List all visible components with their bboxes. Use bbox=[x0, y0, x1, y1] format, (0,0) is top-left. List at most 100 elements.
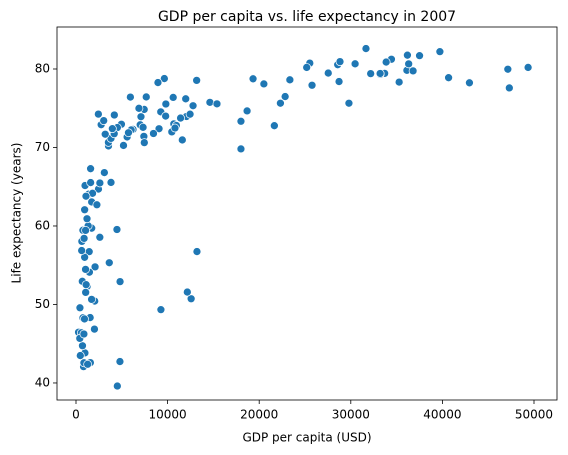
point bbox=[415, 51, 424, 61]
point bbox=[186, 294, 196, 304]
point bbox=[444, 73, 453, 83]
point bbox=[81, 226, 90, 235]
x-tick-label: 40000 bbox=[423, 408, 461, 422]
point bbox=[112, 381, 122, 391]
point bbox=[350, 59, 360, 69]
point bbox=[138, 122, 148, 132]
point bbox=[334, 77, 344, 86]
point bbox=[115, 277, 125, 286]
point bbox=[81, 288, 91, 297]
point bbox=[307, 80, 317, 90]
point bbox=[119, 141, 128, 150]
point bbox=[124, 128, 133, 138]
point bbox=[335, 57, 345, 66]
point bbox=[285, 75, 295, 85]
chart-title: GDP per capita vs. life expectancy in 20… bbox=[158, 9, 456, 25]
point bbox=[75, 303, 85, 313]
point bbox=[109, 110, 119, 120]
point bbox=[177, 135, 187, 145]
point bbox=[344, 98, 354, 108]
point bbox=[104, 258, 114, 268]
point bbox=[168, 93, 178, 102]
point bbox=[86, 164, 95, 174]
point bbox=[366, 69, 376, 78]
point bbox=[205, 98, 215, 107]
point bbox=[242, 106, 252, 116]
point bbox=[79, 234, 89, 243]
point bbox=[280, 92, 290, 101]
point bbox=[188, 101, 198, 111]
point bbox=[259, 79, 269, 89]
y-tick-label: 40 bbox=[35, 375, 50, 389]
point bbox=[100, 129, 110, 139]
point bbox=[435, 47, 445, 56]
x-tick-label: 50000 bbox=[515, 408, 553, 422]
point bbox=[323, 68, 333, 78]
point bbox=[80, 314, 89, 324]
point bbox=[181, 94, 191, 104]
point bbox=[112, 225, 122, 234]
point bbox=[504, 83, 514, 93]
point bbox=[159, 74, 169, 83]
point bbox=[302, 63, 312, 72]
point bbox=[99, 116, 109, 125]
point bbox=[115, 357, 125, 366]
y-tick-label: 60 bbox=[35, 218, 50, 232]
point bbox=[90, 324, 99, 334]
point bbox=[176, 113, 185, 123]
point bbox=[170, 123, 180, 133]
point bbox=[236, 116, 246, 126]
point bbox=[465, 78, 474, 88]
y-tick-label: 70 bbox=[35, 140, 50, 154]
point bbox=[161, 99, 171, 109]
point bbox=[79, 329, 89, 339]
x-tick-label: 20000 bbox=[240, 408, 278, 422]
point bbox=[523, 63, 533, 72]
point bbox=[154, 124, 164, 134]
point bbox=[126, 92, 135, 102]
point bbox=[276, 98, 285, 108]
point bbox=[381, 57, 391, 67]
point bbox=[95, 232, 105, 242]
point bbox=[403, 50, 412, 60]
point bbox=[375, 69, 385, 78]
point bbox=[87, 295, 96, 304]
point bbox=[92, 200, 102, 210]
point bbox=[90, 262, 100, 272]
plot-frame bbox=[56, 26, 558, 401]
point bbox=[270, 121, 279, 131]
point bbox=[149, 129, 158, 138]
point bbox=[94, 109, 103, 119]
point bbox=[185, 109, 195, 119]
point bbox=[82, 214, 92, 224]
point bbox=[100, 168, 109, 177]
point bbox=[75, 351, 85, 360]
point bbox=[80, 205, 89, 215]
point bbox=[394, 77, 404, 87]
point bbox=[81, 191, 91, 201]
point bbox=[81, 280, 91, 290]
x-tick-label: 30000 bbox=[332, 408, 370, 422]
point bbox=[83, 359, 92, 369]
x-tick-label: 0 bbox=[72, 408, 80, 422]
point bbox=[81, 265, 90, 274]
point bbox=[141, 92, 151, 102]
point bbox=[361, 44, 371, 53]
point bbox=[86, 178, 95, 187]
point bbox=[134, 103, 144, 113]
point bbox=[192, 247, 202, 256]
point bbox=[212, 99, 222, 109]
point bbox=[106, 178, 116, 187]
point bbox=[136, 112, 146, 122]
point bbox=[95, 178, 105, 188]
point bbox=[156, 305, 166, 315]
point bbox=[248, 74, 258, 84]
point bbox=[408, 66, 418, 76]
point bbox=[236, 144, 246, 154]
point bbox=[108, 124, 117, 133]
y-tick-label: 50 bbox=[35, 297, 50, 311]
point bbox=[182, 287, 192, 297]
point bbox=[503, 64, 513, 74]
point bbox=[77, 246, 87, 255]
